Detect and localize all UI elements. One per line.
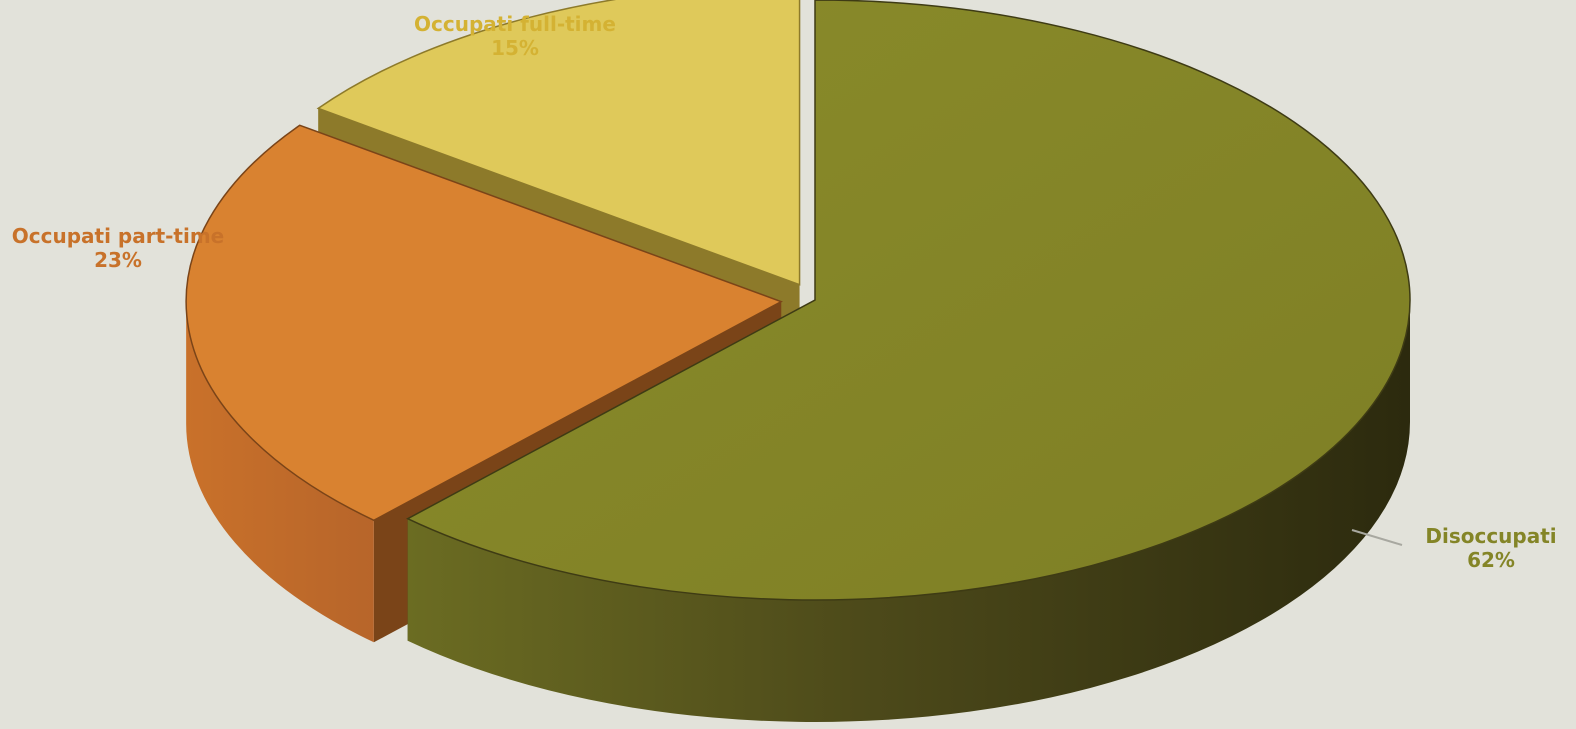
label-part-time-value: 23% (94, 248, 142, 272)
leader-line-disoccupati (1351, 529, 1403, 546)
label-part-time-name: Occupati part-time (11, 224, 225, 248)
label-full-time-value: 15% (491, 36, 539, 60)
leader-lines (1351, 529, 1403, 546)
label-part-time: Occupati part-time 23% (8, 224, 228, 272)
slice-top-disoccupati (406, 0, 1411, 601)
slice-side-disoccupati (407, 300, 1410, 723)
slice-top-occupati-full-time (316, 0, 801, 286)
label-full-time-name: Occupati full-time (414, 12, 616, 36)
pie-tops (185, 0, 1411, 601)
slice-side-occupati-part-time (186, 301, 374, 643)
label-disoccupati-name: Disoccupati (1425, 524, 1557, 548)
slice-top-occupati-part-time (185, 124, 783, 522)
label-disoccupati: Disoccupati 62% (1406, 524, 1576, 572)
label-full-time: Occupati full-time 15% (400, 12, 630, 60)
label-disoccupati-value: 62% (1467, 548, 1515, 572)
